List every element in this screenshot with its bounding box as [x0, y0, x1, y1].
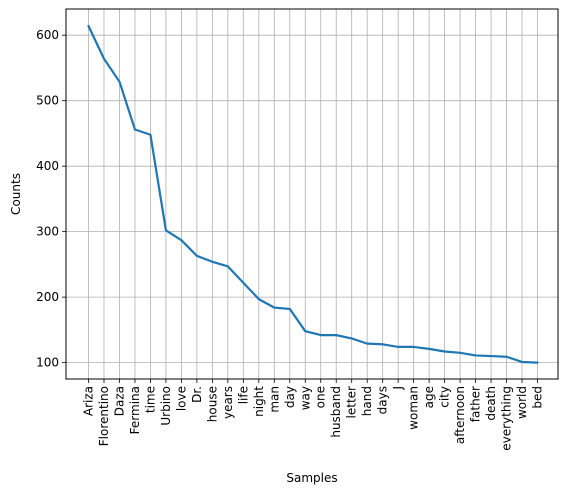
x-tick-label: man: [267, 386, 281, 413]
y-tick-label: 100: [36, 356, 59, 370]
x-tick-label: bed: [531, 386, 545, 409]
y-tick-label: 600: [36, 28, 59, 42]
x-tick-label: Daza: [112, 386, 126, 416]
x-tick-label: Florentino: [97, 386, 111, 446]
y-tick-label: 400: [36, 159, 59, 173]
x-tick-label: J: [391, 386, 405, 391]
x-tick-label: afternoon: [453, 386, 467, 444]
x-tick-label: Urbino: [159, 386, 173, 426]
x-tick-label: Ariza: [82, 386, 96, 416]
x-tick-label: night: [252, 386, 266, 417]
x-tick-label: world: [515, 386, 529, 419]
y-tick-label: 200: [36, 290, 59, 304]
x-tick-label: life: [236, 386, 250, 404]
x-tick-label: Dr.: [190, 386, 204, 403]
x-tick-label: husband: [329, 386, 343, 438]
x-tick-label: way: [298, 386, 312, 410]
x-tick-label: city: [438, 386, 452, 408]
y-tick-label: 500: [36, 94, 59, 108]
x-tick-label: day: [283, 386, 297, 408]
x-tick-label: everything: [500, 386, 514, 451]
x-tick-label: letter: [345, 386, 359, 419]
x-tick-label: love: [174, 386, 188, 411]
x-tick-label: age: [422, 386, 436, 408]
grid-lines: [66, 9, 558, 379]
data-points: [88, 25, 538, 363]
x-tick-label: one: [314, 386, 328, 408]
x-tick-label: woman: [407, 386, 421, 430]
y-tick-label: 300: [36, 225, 59, 239]
x-tick-label: years: [221, 386, 235, 419]
plot-area-frame: [65, 8, 559, 380]
x-axis: Ariza Florentino Daza Fermina time Urbino love…: [82, 379, 545, 451]
x-tick-label: house: [205, 386, 219, 422]
x-tick-label: father: [469, 386, 483, 422]
x-tick-label: death: [484, 386, 498, 421]
x-tick-label: time: [143, 386, 157, 413]
series-line: [87, 24, 539, 364]
x-tick-label: hand: [360, 386, 374, 416]
y-axis: 100 200 300 400 500 600: [36, 28, 66, 370]
x-tick-label: Fermina: [128, 386, 142, 434]
y-axis-label: Counts: [9, 173, 23, 215]
x-tick-label: days: [376, 386, 390, 414]
x-axis-label: Samples: [286, 471, 337, 485]
